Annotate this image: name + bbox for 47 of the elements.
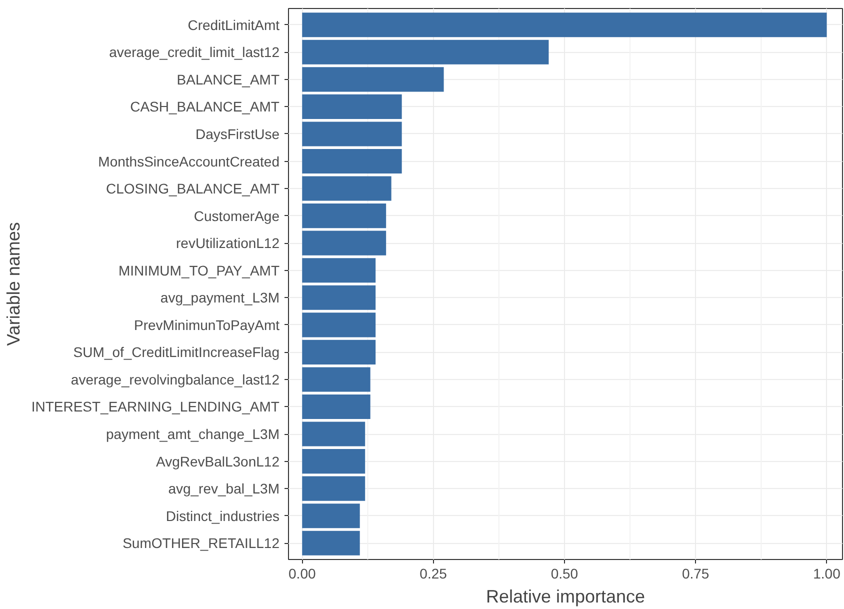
- y-tick-label: CreditLimitAmt: [188, 16, 280, 33]
- y-tick-label: average_credit_limit_last12: [109, 44, 280, 60]
- bar: [302, 449, 366, 474]
- y-tick-label: CustomerAge: [194, 208, 280, 224]
- x-tick-label: 0.25: [420, 566, 448, 582]
- x-tick-label: 0.00: [288, 566, 316, 582]
- y-tick-label: avg_payment_L3M: [160, 290, 280, 306]
- y-tick-label: avg_rev_bal_L3M: [168, 480, 280, 497]
- bar: [302, 476, 366, 501]
- y-tick-label: CLOSING_BALANCE_AMT: [106, 180, 280, 197]
- bar: [302, 367, 370, 392]
- y-tick-label: average_revolvingbalance_last12: [70, 371, 280, 388]
- x-tick-label: 0.50: [550, 566, 578, 582]
- bar: [302, 530, 360, 556]
- bar: [302, 285, 376, 310]
- bar: [302, 122, 402, 146]
- bar: [302, 394, 370, 420]
- bar: [302, 12, 827, 38]
- y-tick-label: SumOTHER_RETAILL12: [122, 535, 280, 552]
- x-tick-label: 0.75: [682, 566, 710, 582]
- y-tick-label: CASH_BALANCE_AMT: [130, 98, 280, 115]
- bar: [302, 67, 444, 92]
- bar: [302, 40, 549, 64]
- bar: [302, 94, 402, 119]
- bar: [302, 148, 402, 174]
- y-tick-label: MonthsSinceAccountCreated: [98, 153, 280, 170]
- x-tick-label: 1.00: [813, 566, 841, 582]
- y-tick-label: BALANCE_AMT: [176, 71, 280, 88]
- x-axis-title: Relative importance: [486, 586, 646, 606]
- bar: [302, 312, 376, 338]
- y-tick-label: INTEREST_EARNING_LENDING_AMT: [31, 398, 280, 415]
- bar: [302, 176, 392, 201]
- y-tick-label: DaysFirstUse: [195, 126, 280, 142]
- y-tick-label: MINIMUM_TO_PAY_AMT: [118, 262, 280, 278]
- y-tick-label: Distinct_industries: [166, 508, 280, 524]
- bar: [302, 258, 376, 283]
- y-tick-label: SUM_of_CreditLimitIncreaseFlag: [73, 344, 280, 360]
- y-tick-label: payment_amt_change_L3M: [106, 426, 280, 442]
- bar: [302, 230, 386, 256]
- bar: [302, 504, 360, 528]
- y-axis-title: Variable names: [3, 222, 24, 346]
- y-tick-label: AvgRevBalL3onL12: [156, 453, 280, 470]
- y-tick-label: PrevMinimunToPayAmt: [134, 316, 280, 333]
- bar: [302, 204, 386, 228]
- y-tick-label: revUtilizationL12: [176, 235, 280, 252]
- bar: [302, 340, 376, 364]
- bar: [302, 422, 366, 446]
